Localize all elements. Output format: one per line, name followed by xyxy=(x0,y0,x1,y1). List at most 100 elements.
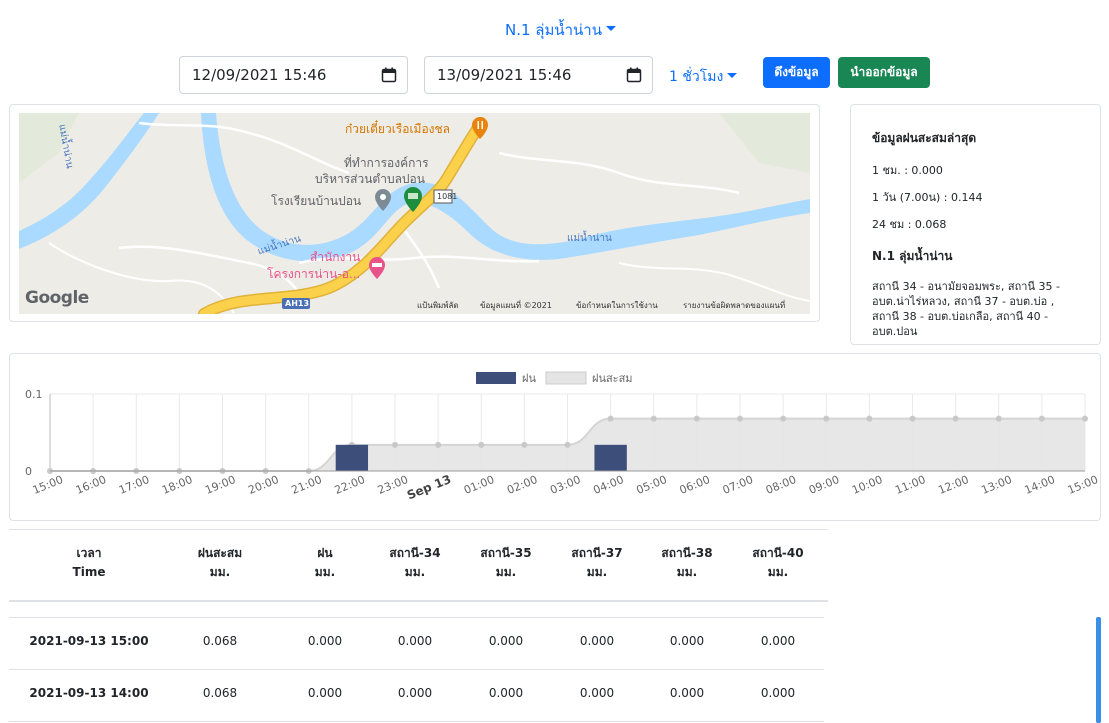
table-cell-value: 0.000 xyxy=(397,634,433,648)
y-tick-label: 0 xyxy=(25,465,32,478)
x-tick-label: 14:00 xyxy=(1023,473,1057,497)
cumulative-rain-point xyxy=(478,441,485,448)
x-tick-label: 23:00 xyxy=(376,473,410,497)
x-tick-label: 08:00 xyxy=(764,473,798,497)
calendar-icon[interactable] xyxy=(381,67,397,83)
x-tick-label: 02:00 xyxy=(505,473,539,497)
table-header-cell: ฝน มม. xyxy=(290,544,360,582)
table-header-cell: สถานี-38 มม. xyxy=(652,544,722,582)
hotel-marker-icon[interactable] xyxy=(369,257,385,279)
map-label-school[interactable]: โรงเรียนบ้านปอน xyxy=(271,194,362,208)
map-label-hotel-line1[interactable]: สำนักงาน xyxy=(310,250,361,264)
legend-swatch xyxy=(476,372,516,384)
x-tick-label: 15:00 xyxy=(31,473,65,497)
cumulative-rain-point xyxy=(952,415,959,422)
x-tick-label: 05:00 xyxy=(634,473,668,497)
x-tick-label: 10:00 xyxy=(850,473,884,497)
map-canvas xyxy=(19,113,810,314)
table-cell-value: 0.000 xyxy=(760,686,796,700)
map-label-hotel-line2[interactable]: โครงการน่าน-อ... xyxy=(267,267,361,281)
caret-down-icon xyxy=(606,26,616,31)
x-tick-label: 15:00 xyxy=(1066,473,1100,497)
table-row-divider xyxy=(9,617,824,618)
x-tick-label: 13:00 xyxy=(979,473,1013,497)
station-dropdown-label: N.1 ลุ่มน้ำน่าน xyxy=(505,21,602,39)
table-cell-value: 0.000 xyxy=(488,686,524,700)
table-header-label: สถานี-37 xyxy=(571,546,623,560)
table-header-unit: มม. xyxy=(495,565,517,579)
table-row-divider xyxy=(9,721,824,722)
table-cell-value: 0.000 xyxy=(307,686,343,700)
export-data-button[interactable]: นำออกข้อมูล xyxy=(838,57,930,88)
rain-chart-card: ฝน ฝนสะสม 0 0.1 15:00 16:00 17:00 18:00 19:00 20:… xyxy=(9,353,1101,521)
start-datetime-field[interactable] xyxy=(179,56,408,94)
table-cell-value: 0.000 xyxy=(760,634,796,648)
restaurant-marker-icon[interactable] xyxy=(472,117,488,139)
rain-summary-1h: 1 ชม. : 0.000 xyxy=(872,164,943,177)
table-header-cell: สถานี-35 มม. xyxy=(471,544,541,582)
cumulative-rain-point xyxy=(564,441,571,448)
x-tick-label: 16:00 xyxy=(74,473,108,497)
station-marker-icon[interactable] xyxy=(404,187,422,212)
x-tick-label: 01:00 xyxy=(462,473,496,497)
interval-dropdown-label: 1 ชั่วโมง xyxy=(669,69,724,85)
cumulative-rain-point xyxy=(693,415,700,422)
map-terms-link[interactable]: ข้อกำหนดในการใช้งาน xyxy=(576,301,658,310)
legend-swatch xyxy=(545,371,587,385)
table-header-unit: มม. xyxy=(767,565,789,579)
rain-summary-24h: 24 ชม : 0.068 xyxy=(872,218,947,231)
table-cell-value: 0.068 xyxy=(202,634,238,648)
table-cell-value: 0.000 xyxy=(397,686,433,700)
table-top-border xyxy=(9,529,828,530)
table-cell-time: 2021-09-13 14:00 xyxy=(29,686,149,700)
map-label-restaurant[interactable]: ก๋วยเตี๋ยวเรือเมืองชล xyxy=(345,122,451,136)
table-header-border xyxy=(9,600,828,602)
calendar-icon[interactable] xyxy=(626,67,642,83)
map-card: ก๋วยเตี๋ยวเรือเมืองชล ที่ทำการองค์การ บร… xyxy=(9,104,820,322)
x-tick-label: 03:00 xyxy=(548,473,582,497)
table-header-label: ฝนสะสม xyxy=(197,546,243,560)
map-label-river-right: แม่น้ำน่าน xyxy=(567,233,612,244)
rain-chart[interactable]: ฝน ฝนสะสม 0 0.1 15:00 16:00 17:00 18:00 19:00 20:… xyxy=(10,354,1102,522)
x-tick-label: 07:00 xyxy=(721,473,755,497)
table-cell-value: 0.068 xyxy=(202,686,238,700)
table-header-unit: มม. xyxy=(314,565,336,579)
cumulative-rain-point xyxy=(737,415,743,422)
school-marker-icon[interactable] xyxy=(375,189,391,211)
rain-bar xyxy=(594,444,627,471)
cumulative-rain-point xyxy=(823,415,830,422)
x-tick-label: 22:00 xyxy=(333,473,367,497)
x-tick-label: 09:00 xyxy=(807,473,841,497)
map-label-highway: AH13 xyxy=(285,299,310,308)
y-tick-label: 0.1 xyxy=(25,388,43,401)
table-header-cell: ฝนสะสม มม. xyxy=(185,544,255,582)
cumulative-rain-point xyxy=(392,441,398,448)
end-datetime-input[interactable] xyxy=(437,66,626,84)
table-row-divider xyxy=(9,669,824,670)
station-description: สถานี 34 - อนามัยจอมพระ, สถานี 35 - อบต.… xyxy=(872,280,1060,338)
map-label-office-line1[interactable]: ที่ทำการองค์การ xyxy=(344,156,429,170)
rain-summary-title: ข้อมูลฝนสะสมล่าสุด xyxy=(872,131,977,145)
map-label-office-line2[interactable]: บริหารส่วนตำบลปอน xyxy=(315,172,425,186)
table-header-unit: มม. xyxy=(404,565,426,579)
cumulative-rain-point xyxy=(866,415,873,422)
table-cell-value: 0.000 xyxy=(669,634,705,648)
x-tick-label: 21:00 xyxy=(289,473,323,497)
map-keyboard-shortcuts-link[interactable]: แป้นพิมพ์ลัด xyxy=(417,301,459,310)
end-datetime-field[interactable] xyxy=(424,56,653,94)
start-datetime-input[interactable] xyxy=(192,66,381,84)
cumulative-rain-point xyxy=(1038,415,1045,422)
station-dropdown[interactable]: N.1 ลุ่มน้ำน่าน xyxy=(505,18,616,42)
table-header-unit: มม. xyxy=(586,565,608,579)
legend-label: ฝนสะสม xyxy=(592,372,633,385)
interval-dropdown[interactable]: 1 ชั่วโมง xyxy=(669,66,738,88)
scrollbar-thumb[interactable] xyxy=(1096,617,1101,723)
map-label-road-shield: 1081 xyxy=(437,192,458,201)
table-cell-value: 0.000 xyxy=(669,686,705,700)
google-map[interactable]: ก๋วยเตี๋ยวเรือเมืองชล ที่ทำการองค์การ บร… xyxy=(19,113,810,314)
legend-label: ฝน xyxy=(522,372,536,385)
map-report-link[interactable]: รายงานข้อผิดพลาดของแผนที่ xyxy=(683,301,786,310)
table-header-unit: Time xyxy=(72,565,106,579)
fetch-data-button[interactable]: ดึงข้อมูล xyxy=(763,57,830,88)
table-header-unit: มม. xyxy=(676,565,698,579)
